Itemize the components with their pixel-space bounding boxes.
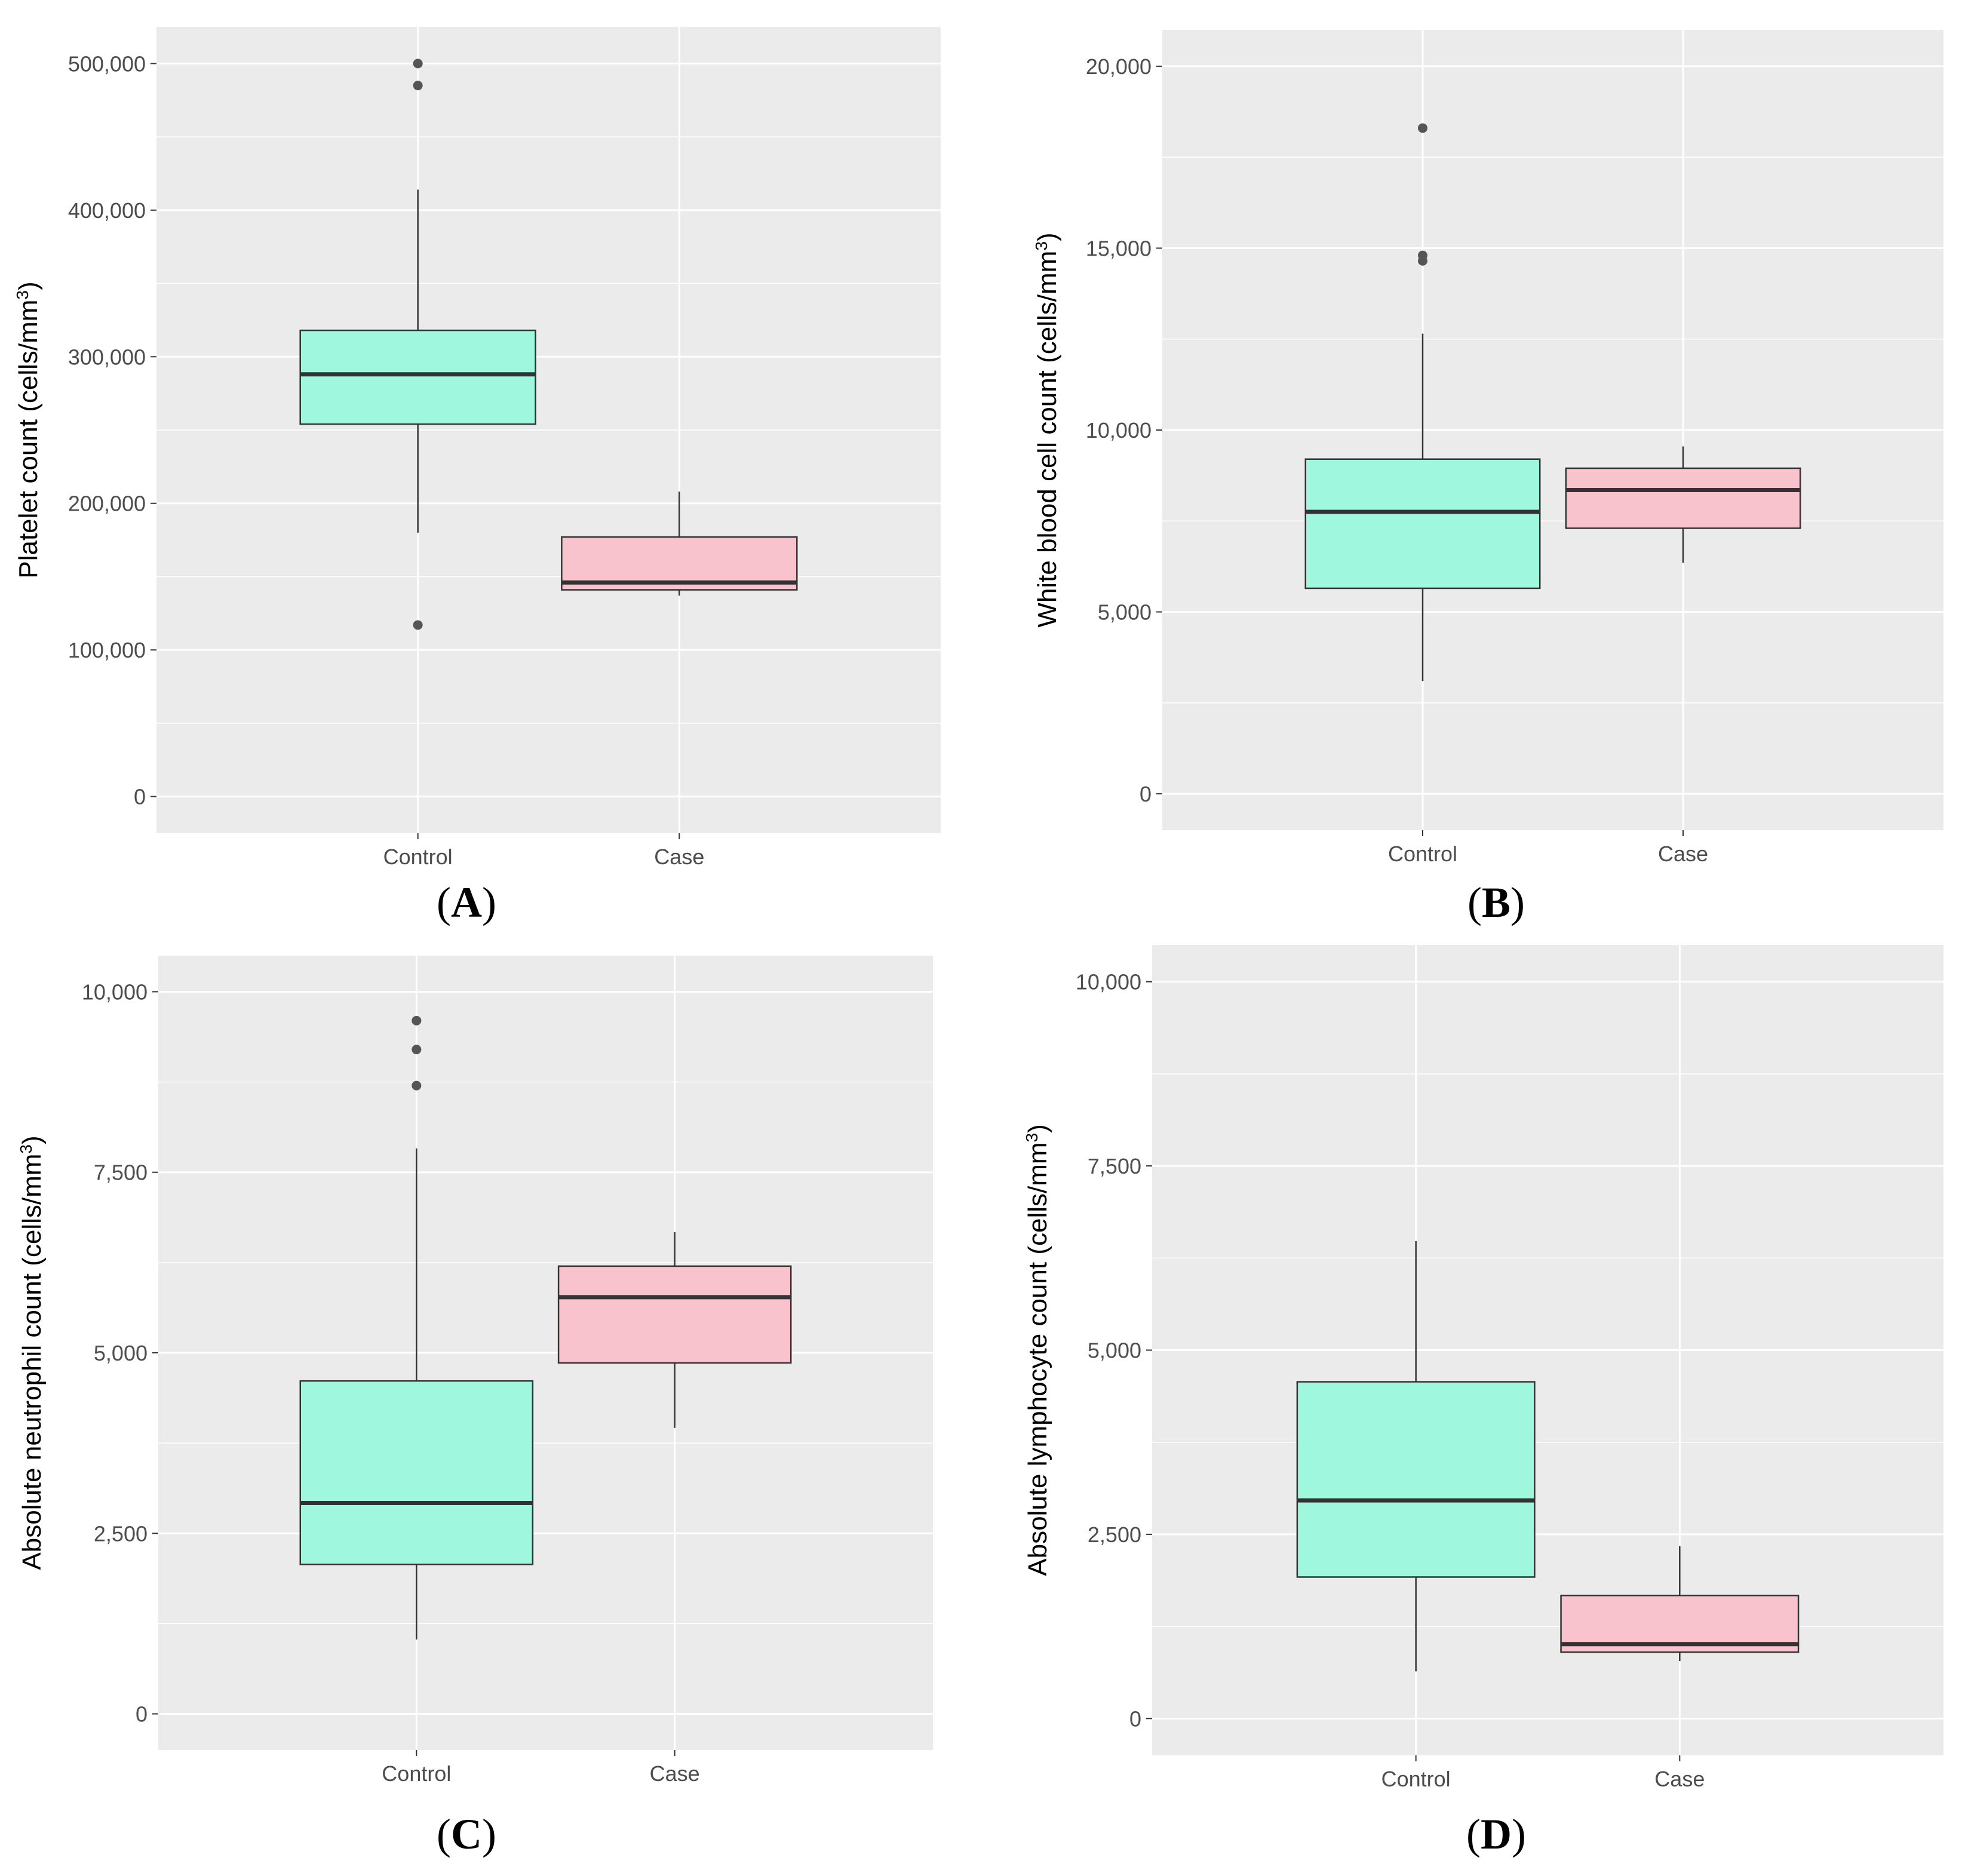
box-iqr: [557, 1265, 792, 1364]
box-iqr: [1304, 458, 1541, 589]
outlier-point: [413, 59, 423, 69]
y-tick-label: 10,000: [82, 980, 148, 1004]
outlier-point: [413, 81, 423, 91]
y-tick-label: 400,000: [68, 198, 146, 223]
y-tick-label: 200,000: [68, 492, 146, 516]
y-tick-label: 15,000: [1086, 236, 1152, 260]
x-tick-label-control: Control: [1388, 842, 1457, 866]
y-tick-label: 5,000: [94, 1341, 148, 1365]
panel-label-c: (C): [437, 1810, 496, 1858]
box-control: [299, 59, 536, 630]
outlier-point: [412, 1015, 422, 1025]
y-tick-label: 2,500: [1088, 1522, 1141, 1547]
x-tick-label-case: Case: [650, 1761, 700, 1786]
outlier-point: [413, 620, 423, 630]
y-tick-label: 2,500: [94, 1521, 148, 1546]
y-tick-label: 7,500: [94, 1160, 148, 1185]
outlier-point: [1418, 123, 1427, 133]
chart-panel-d: 0 2,500 5,000 7,500 10,000 Control Case Absolut…: [1023, 945, 1943, 1791]
outlier-point: [412, 1045, 422, 1055]
panel-label-a: (A): [437, 879, 496, 926]
x-tick-label-case: Case: [654, 845, 704, 869]
y-tick-label: 20,000: [1086, 54, 1152, 79]
y-axis-label: Absolute neutrophil count (cells/mm3): [17, 1135, 47, 1570]
outlier-point: [412, 1080, 422, 1091]
y-tick-label: 5,000: [1098, 600, 1152, 625]
y-tick-label: 5,000: [1088, 1338, 1141, 1363]
box-iqr: [1565, 467, 1801, 529]
x-tick-label-case: Case: [1654, 1767, 1705, 1791]
y-tick-label: 0: [134, 785, 146, 809]
box-control: [299, 1015, 534, 1640]
box-control: [1296, 1241, 1536, 1672]
y-tick-label: 0: [1129, 1706, 1141, 1731]
y-tick-label: 10,000: [1086, 418, 1152, 443]
box-iqr: [299, 1380, 534, 1565]
box-control: [1304, 123, 1541, 681]
y-tick-label: 10,000: [1076, 970, 1141, 994]
y-tick-label: 7,500: [1088, 1154, 1141, 1178]
chart-panel-b: 0 5,000 10,000 15,000 20,000 Control Case White…: [1032, 30, 1943, 866]
box-case: [1560, 1546, 1800, 1662]
box-case: [557, 1232, 792, 1428]
x-tick-label-control: Control: [383, 845, 453, 869]
chart-panel-a: 0 100,000 200,000 300,000 400,000 500,000 Cont…: [13, 27, 941, 869]
y-axis-label: Absolute lymphocyte count (cells/mm3): [1023, 1124, 1053, 1576]
y-tick-label: 0: [1140, 782, 1152, 806]
box-case: [561, 492, 798, 596]
y-tick-label: 100,000: [68, 638, 146, 662]
y-axis-label: White blood cell count (cells/mm3): [1032, 232, 1063, 627]
panel-label-d: (D): [1466, 1810, 1526, 1858]
x-tick-label-control: Control: [382, 1761, 451, 1786]
x-tick-label-control: Control: [1381, 1767, 1451, 1791]
y-axis-label: Platelet count (cells/mm3): [13, 281, 44, 578]
y-tick-label: 300,000: [68, 345, 146, 369]
box-iqr: [299, 329, 536, 425]
y-tick-label: 500,000: [68, 51, 146, 76]
outlier-point: [1418, 250, 1427, 260]
panel-label-b: (B): [1467, 879, 1525, 926]
x-tick-label-case: Case: [1658, 842, 1708, 866]
box-iqr: [1296, 1381, 1536, 1578]
chart-panel-c: 0 2,500 5,000 7,500 10,000 Control Case Absolut…: [17, 956, 933, 1786]
y-tick-label: 0: [136, 1702, 148, 1727]
box-case: [1565, 446, 1801, 563]
